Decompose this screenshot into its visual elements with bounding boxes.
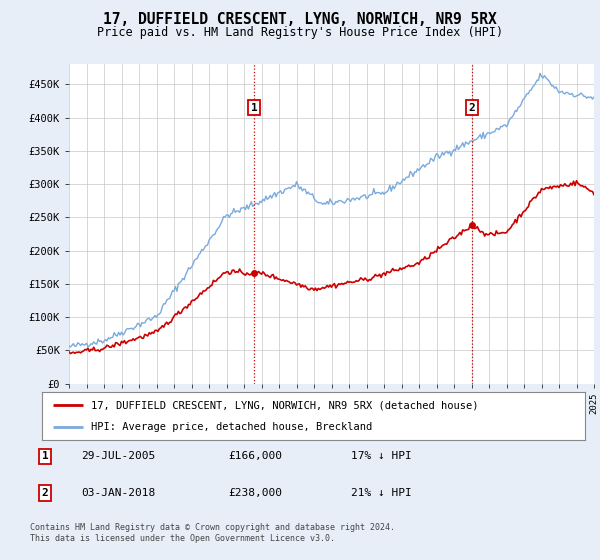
Text: £238,000: £238,000 xyxy=(228,488,282,498)
Text: 2: 2 xyxy=(469,102,475,113)
Text: 17, DUFFIELD CRESCENT, LYNG, NORWICH, NR9 5RX: 17, DUFFIELD CRESCENT, LYNG, NORWICH, NR… xyxy=(103,12,497,27)
Text: 1: 1 xyxy=(41,451,49,461)
Text: 03-JAN-2018: 03-JAN-2018 xyxy=(81,488,155,498)
Text: 1: 1 xyxy=(251,102,257,113)
Text: £166,000: £166,000 xyxy=(228,451,282,461)
Text: 17% ↓ HPI: 17% ↓ HPI xyxy=(351,451,412,461)
Text: 21% ↓ HPI: 21% ↓ HPI xyxy=(351,488,412,498)
Text: 2: 2 xyxy=(41,488,49,498)
Text: 17, DUFFIELD CRESCENT, LYNG, NORWICH, NR9 5RX (detached house): 17, DUFFIELD CRESCENT, LYNG, NORWICH, NR… xyxy=(91,400,478,410)
Text: HPI: Average price, detached house, Breckland: HPI: Average price, detached house, Brec… xyxy=(91,422,372,432)
Text: Contains HM Land Registry data © Crown copyright and database right 2024.
This d: Contains HM Land Registry data © Crown c… xyxy=(30,524,395,543)
Text: Price paid vs. HM Land Registry's House Price Index (HPI): Price paid vs. HM Land Registry's House … xyxy=(97,26,503,39)
Text: 29-JUL-2005: 29-JUL-2005 xyxy=(81,451,155,461)
